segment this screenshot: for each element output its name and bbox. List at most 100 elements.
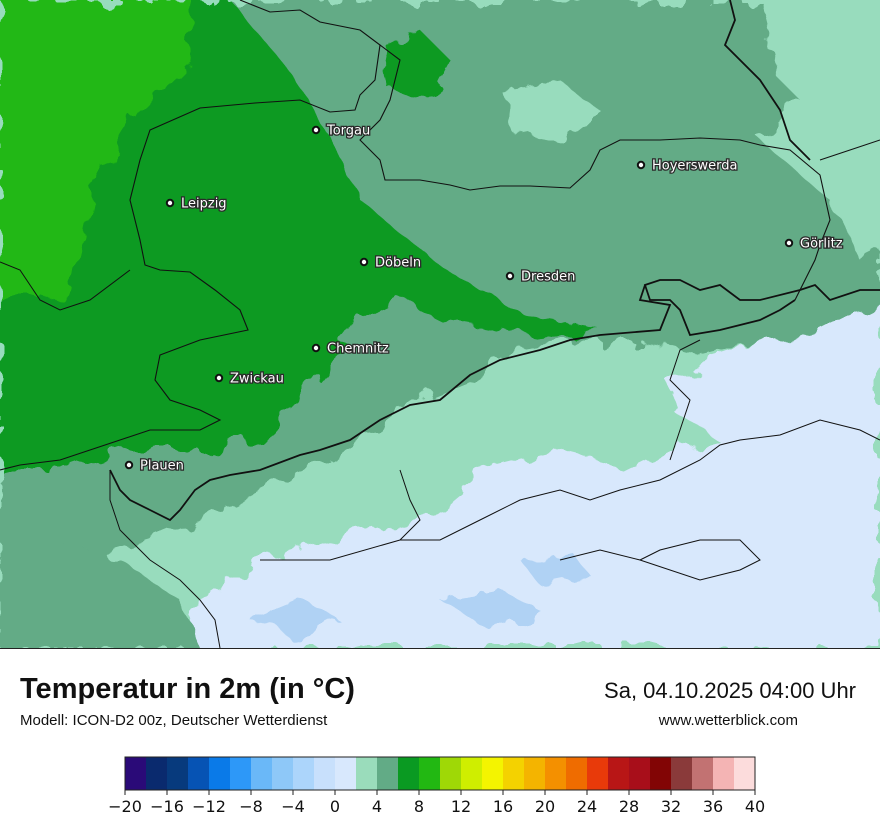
legend-swatch	[503, 757, 525, 790]
city-hoyerswerda: Hoyerswerda	[636, 157, 739, 175]
legend-swatch	[230, 757, 252, 790]
legend-swatch	[671, 757, 693, 790]
legend-swatch	[692, 757, 714, 790]
map-title: Temperatur in 2m (in °C)	[20, 673, 355, 705]
temp-zone-dark-green-sw	[0, 540, 200, 648]
legend-swatch	[419, 757, 441, 790]
city-label: Leipzig	[181, 197, 227, 212]
legend-swatch	[356, 757, 378, 790]
forecast-datetime: Sa, 04.10.2025 04:00 Uhr	[604, 678, 856, 703]
legend-tick-label: 20	[535, 797, 555, 816]
legend-swatch	[482, 757, 504, 790]
city-chemnitz: Chemnitz	[311, 340, 390, 358]
temp-zone-pale-blue-east	[660, 300, 880, 450]
legend-tick-label: 4	[372, 797, 382, 816]
legend-swatch	[566, 757, 588, 790]
district-border-west	[0, 261, 131, 311]
city-dot	[505, 271, 515, 281]
legend-swatch	[167, 757, 189, 790]
legend-swatch	[314, 757, 336, 790]
legend-swatch	[251, 757, 273, 790]
city-dot	[214, 373, 224, 383]
city-dot	[784, 238, 794, 248]
temp-zone-green	[0, 0, 600, 470]
city-leipzig: Leipzig	[165, 195, 228, 213]
legend-swatch	[440, 757, 462, 790]
legend-tick-label: 0	[330, 797, 340, 816]
city-zwickau: Zwickau	[214, 370, 285, 388]
legend-swatch	[209, 757, 231, 790]
legend-swatch	[377, 757, 399, 790]
legend-swatch	[293, 757, 315, 790]
city-döbeln: Döbeln	[359, 254, 422, 272]
legend-tick-label: −8	[239, 797, 263, 816]
region-border-cz	[109, 419, 880, 648]
state-border	[0, 0, 381, 471]
city-dot	[124, 460, 134, 470]
legend-swatch	[587, 757, 609, 790]
borders	[0, 0, 880, 648]
city-plauen: Plauen	[124, 457, 185, 475]
model-source: Modell: ICON-D2 00z, Deutscher Wetterdie…	[20, 712, 328, 729]
city-dresden: Dresden	[505, 268, 577, 286]
temp-zone-pale-blue	[180, 390, 880, 648]
map-footer: Temperatur in 2m (in °C) Modell: ICON-D2…	[0, 648, 880, 831]
legend-swatch	[335, 757, 357, 790]
city-dot	[359, 257, 369, 267]
city-label: Görlitz	[800, 237, 843, 252]
legend-tick-label: −20	[108, 797, 142, 816]
legend-tick-label: 12	[451, 797, 471, 816]
city-label: Dresden	[521, 270, 575, 285]
legend-tick-label: 16	[493, 797, 513, 816]
legend-swatch	[713, 757, 735, 790]
city-label: Chemnitz	[327, 342, 389, 357]
temp-zone-green-north	[380, 30, 450, 100]
city-label: Torgau	[326, 124, 370, 139]
legend-swatch	[608, 757, 630, 790]
city-label: Hoyerswerda	[652, 159, 738, 174]
legend-tick-label: 8	[414, 797, 424, 816]
temp-zone-mint-ne	[760, 0, 880, 140]
city-torgau: Torgau	[311, 122, 372, 140]
legend-swatch	[272, 757, 294, 790]
city-dot	[311, 343, 321, 353]
legend-swatch	[461, 757, 483, 790]
legend-frame	[124, 756, 756, 791]
temp-zone-mint-south	[330, 370, 680, 520]
country-border	[643, 0, 880, 337]
legend-swatch	[125, 757, 147, 790]
legend-tick-label: 36	[703, 797, 723, 816]
city-label: Zwickau	[230, 372, 284, 387]
legend-swatch	[545, 757, 567, 790]
city-görlitz: Görlitz	[784, 235, 844, 253]
legend-swatch	[398, 757, 420, 790]
legend-swatch	[629, 757, 651, 790]
city-label: Plauen	[140, 459, 184, 474]
temp-zone-mint-n	[500, 80, 600, 140]
city-dot	[165, 198, 175, 208]
legend-tick-label: 40	[745, 797, 765, 816]
legend-tick-label: 28	[619, 797, 639, 816]
temperature-map: Torgau Hoyerswerda Leipzig Görlitz Döbeln Dre…	[0, 0, 880, 648]
color-legend: −20 −16 −12 −8 −4 0 4 8 12 16 20 24 28 32 36 40	[0, 749, 880, 831]
city-dot	[636, 160, 646, 170]
region-border-cz-2	[399, 139, 880, 581]
legend-tick-label: 24	[577, 797, 597, 816]
city-markers: Torgau Hoyerswerda Leipzig Görlitz Döbeln Dre…	[124, 122, 844, 475]
legend-swatch	[188, 757, 210, 790]
legend-swatch	[524, 757, 546, 790]
city-dot	[311, 125, 321, 135]
legend-swatch	[734, 757, 756, 790]
legend-tick-label: 32	[661, 797, 681, 816]
country-border-south	[109, 284, 672, 522]
legend-swatch	[146, 757, 168, 790]
legend-tick-label: −4	[281, 797, 305, 816]
legend-tick-label: −12	[192, 797, 226, 816]
legend-tick-label: −16	[150, 797, 184, 816]
state-border-2	[359, 44, 831, 301]
temp-zone-blue	[250, 550, 590, 640]
legend-swatch	[650, 757, 672, 790]
city-label: Döbeln	[375, 256, 421, 271]
website-link[interactable]: www.wetterblick.com	[658, 712, 798, 729]
temp-zone-light-green	[0, 0, 195, 300]
